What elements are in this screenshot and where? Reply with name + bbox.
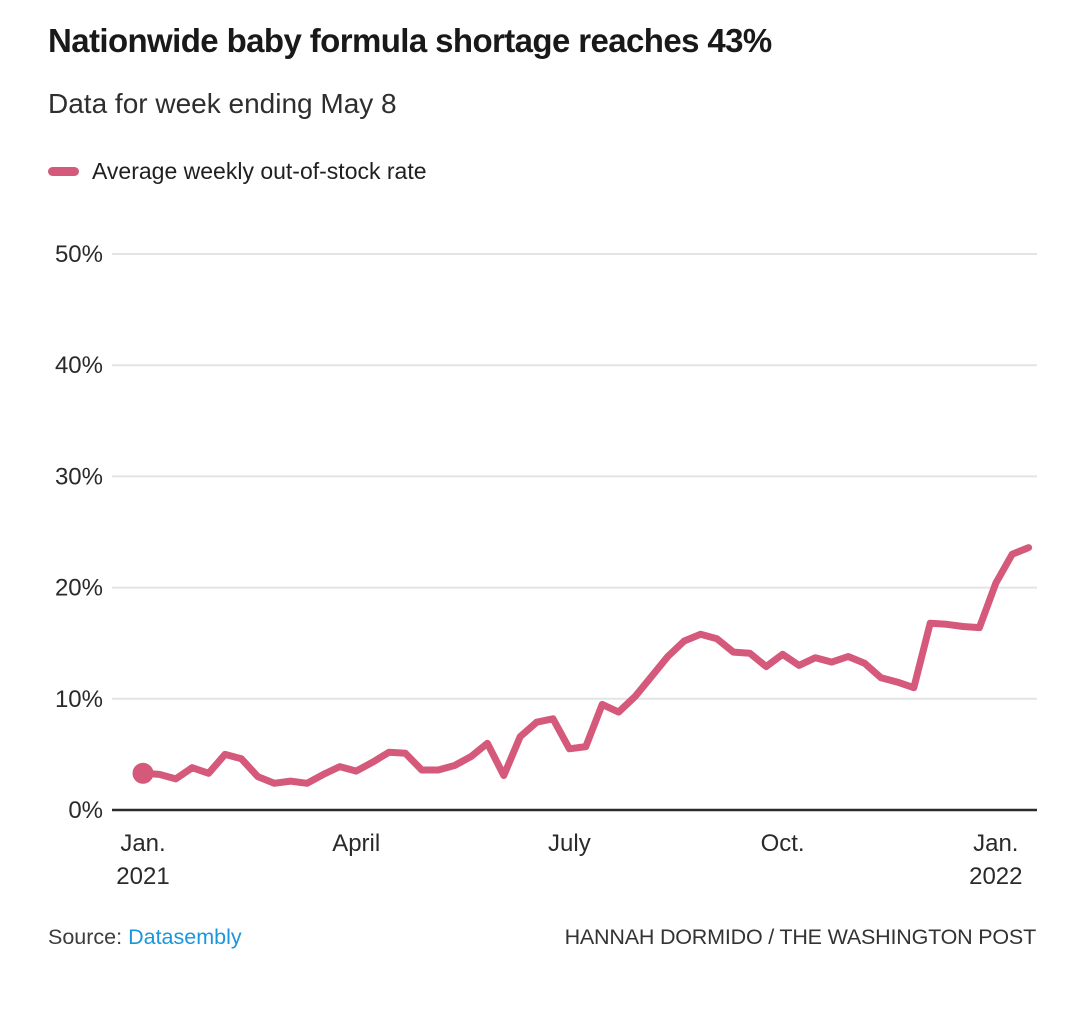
y-tick-label: 40% — [55, 352, 103, 379]
x-tick-label: Jan. — [120, 830, 165, 857]
series-start-dot — [132, 762, 154, 784]
source-line: Source: Datasembly — [48, 925, 242, 950]
x-tick-year-label: 2021 — [116, 863, 169, 890]
chart-legend: Average weekly out-of-stock rate — [48, 158, 427, 185]
y-tick-label: 20% — [55, 575, 103, 602]
series-line — [139, 544, 1033, 787]
source-label: Source: — [48, 925, 123, 949]
y-tick-label: 30% — [55, 463, 103, 490]
x-tick-label: April — [332, 830, 380, 857]
x-tick-label: Jan. — [973, 830, 1018, 857]
chart-title: Nationwide baby formula shortage reaches… — [48, 22, 772, 59]
chart-subtitle: Data for week ending May 8 — [48, 88, 397, 119]
y-tick-label: 50% — [55, 241, 103, 268]
legend-line-swatch-icon — [48, 167, 79, 176]
source-link[interactable]: Datasembly — [128, 925, 242, 949]
x-tick-year-label: 2022 — [969, 863, 1022, 890]
y-tick-label: 10% — [55, 686, 103, 713]
x-tick-label: Oct. — [761, 830, 805, 857]
y-tick-label: 0% — [68, 797, 103, 824]
x-tick-label: July — [548, 830, 591, 857]
byline-credit: HANNAH DORMIDO / THE WASHINGTON POST — [564, 925, 1037, 949]
legend-series-label: Average weekly out-of-stock rate — [92, 158, 427, 184]
